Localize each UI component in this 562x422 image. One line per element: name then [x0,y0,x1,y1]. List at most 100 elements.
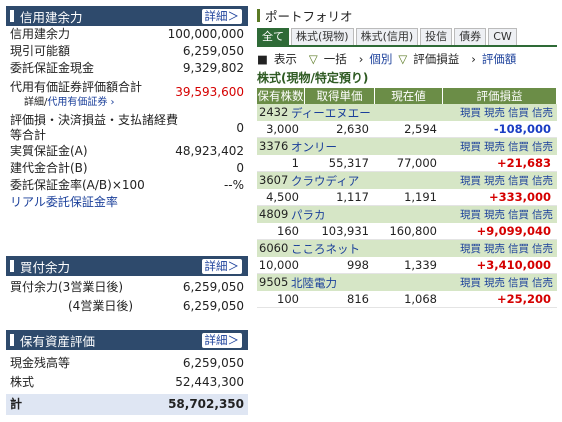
amount-option[interactable]: › 評価額 [471,52,516,66]
stock-name-row: 4809 パラカ 現買 現売 信買 信売 [257,206,557,223]
action-link[interactable]: 信売 [532,141,553,153]
row-label: 買付余力(3営業日後) [10,280,123,294]
action-link[interactable]: 現売 [484,175,505,187]
action-link[interactable]: 信売 [532,277,553,289]
tab-stock-margin[interactable]: 株式(信用) [355,28,419,45]
action-link[interactable]: 信買 [508,107,529,119]
bulk-option[interactable]: ▽ 一括 [309,52,353,66]
stock-id: 4809 パラカ [257,207,326,223]
action-link[interactable]: 信買 [508,243,529,255]
tab-cw[interactable]: CW [488,28,517,45]
row-value: 0 [236,121,244,135]
action-link[interactable]: 現買 [460,175,481,187]
row-value: 6,259,050 [182,280,244,294]
action-link[interactable]: 信買 [508,141,529,153]
stock-code: 9505 [259,274,289,289]
cost-cell: 103,931 [321,224,369,238]
stock-name-row: 3376 オンリー 現買 現売 信買 信売 [257,138,557,155]
pl-option[interactable]: ▽ 評価損益 [398,52,465,66]
collateral-value: 39,593,600 [175,85,244,99]
display-options: ■ 表示 ▽ 一括 › 個別 ▽ 評価損益 › 評価額 [257,52,557,66]
action-link[interactable]: 現買 [460,107,481,119]
cost-cell: 55,317 [328,156,369,170]
stock-code: 3607 [259,172,289,187]
action-link[interactable]: 信売 [532,107,553,119]
tab-bonds[interactable]: 債券 [454,28,487,45]
credit-panel: 信用建余力 詳細＞ 信用建余力 100,000,000 現引可能額 6,259,05… [6,6,248,211]
pl-cell: +9,099,040 [476,224,551,238]
table-header: 保有株数 取得単価 現在値 評価損益 [257,88,557,104]
action-link[interactable]: 現売 [484,277,505,289]
stock-id: 3376 オンリー [257,139,337,155]
collateral-subnote: 詳細/代用有価証券 › [24,97,115,108]
row-value: 0 [236,161,244,175]
triangle-down-icon: ▽ [398,52,408,66]
action-link[interactable]: 現売 [484,209,505,221]
bulk-label: 一括 [323,52,347,66]
individual-option[interactable]: › 個別 [359,52,393,66]
display-label-group: ■ 表示 [257,52,303,66]
table-row: 10,000 998 1,339 +3,410,000 [257,257,557,274]
credit-detail-button[interactable]: 詳細＞ [201,8,242,24]
table-row: 3,000 2,630 2,594 -108,000 [257,121,557,138]
trade-actions: 現買 現売 信買 信売 [457,275,553,290]
stock-name-link[interactable]: パラカ [291,207,326,222]
tab-funds[interactable]: 投信 [420,28,453,45]
chevron-right-icon: › [471,52,476,66]
buy-detail-button[interactable]: 詳細＞ [201,258,242,274]
trade-actions: 現買 現売 信買 信売 [457,241,553,256]
credit-row: 建代金合計(B) 0 [6,160,248,177]
stock-name-link[interactable]: オンリー [291,139,337,154]
holdings-table: 保有株数 取得単価 現在値 評価損益 2432 ディーエヌエー 現買 現売 信買 信売 3,… [257,88,557,308]
pl-cell: +3,410,000 [476,258,551,272]
action-link[interactable]: 現売 [484,107,505,119]
assets-detail-button[interactable]: 詳細＞ [201,332,242,348]
individual-link[interactable]: 個別 [369,52,393,66]
chevron-right-icon: › [358,52,364,66]
row-value: 6,259,050 [182,44,244,58]
stock-name-link[interactable]: クラウディア [291,173,360,188]
price-cell: 1,339 [404,258,437,272]
amount-link[interactable]: 評価額 [481,52,517,66]
table-body: 2432 ディーエヌエー 現買 現売 信買 信売 3,000 2,630 2,594 -108,0… [257,104,557,308]
action-link[interactable]: 信売 [532,243,553,255]
trade-actions: 現買 現売 信買 信売 [457,139,553,154]
stock-name-link[interactable]: こころネット [291,241,360,256]
action-link[interactable]: 信売 [532,209,553,221]
stock-id: 3607 クラウディア [257,173,359,189]
action-link[interactable]: 現買 [460,243,481,255]
buy-panel: 買付余力 詳細＞ 買付余力(3営業日後) 6,259,050 (4営業日後) 6,2… [6,256,248,315]
row-label: 代用有価証券評価額合計 [10,80,143,94]
action-link[interactable]: 現買 [460,209,481,221]
row-value: 6,259,050 [182,299,244,313]
assets-panel-title: 保有資産評価 [20,333,96,349]
stock-name-link[interactable]: ディーエヌエー [291,105,371,120]
pl-cell: -108,000 [493,122,551,136]
row-label: 委託保証金率(A/B)×100 [10,178,145,192]
action-link[interactable]: 現買 [460,277,481,289]
tab-underline [257,45,557,47]
stock-code: 3376 [259,138,289,153]
credit-row-collateral: 代用有価証券評価額合計 39,593,600 [6,79,248,101]
action-link[interactable]: 信買 [508,175,529,187]
tab-stock-cash[interactable]: 株式(現物) [291,28,354,45]
credit-row: 評価損・決済損益・支払諸経費等合計 0 [6,113,248,143]
action-link[interactable]: 信買 [508,209,529,221]
stock-name-link[interactable]: 北陸電力 [291,275,337,290]
realtime-margin-link[interactable]: リアル委託保証金率 [10,195,118,209]
stock-code: 4809 [259,206,289,221]
action-link[interactable]: 現売 [484,141,505,153]
asset-row: 株式 52,443,300 [6,373,248,392]
action-link[interactable]: 現売 [484,243,505,255]
collateral-securities-link[interactable]: 代用有価証券 › [47,97,115,108]
pl-label: 評価損益 [413,52,460,66]
stock-id: 2432 ディーエヌエー [257,105,371,121]
action-link[interactable]: 現買 [460,141,481,153]
action-link[interactable]: 信売 [532,175,553,187]
qty-cell: 4,500 [266,190,299,204]
action-link[interactable]: 信買 [508,277,529,289]
buy-row: 買付余力(3営業日後) 6,259,050 [6,279,248,296]
tab-all[interactable]: 全て [257,28,289,45]
table-row: 4,500 1,117 1,191 +333,000 [257,189,557,206]
stock-name-row: 9505 北陸電力 現買 現売 信買 信売 [257,274,557,291]
